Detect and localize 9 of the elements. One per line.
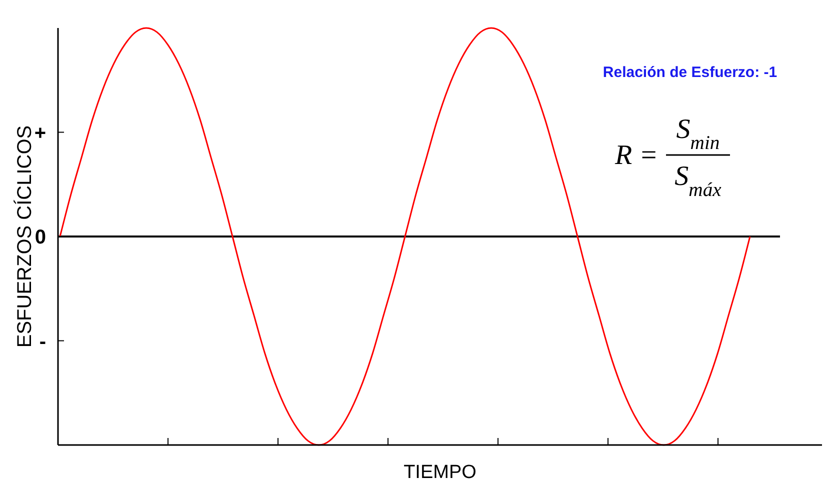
- x-axis-title: TIEMPO: [404, 462, 476, 483]
- text: -: [39, 330, 46, 353]
- text: +: [34, 122, 46, 144]
- annotation: R =: [614, 140, 658, 171]
- y-axis-title: ESFUERZOS CÍCLICOS: [13, 125, 36, 348]
- annotation: S$_{min}$: [676, 114, 720, 154]
- text: 0: [34, 226, 46, 248]
- annotation: Relación de Esfuerzo: -1: [602, 64, 778, 81]
- annotation: S$_{máx}$: [674, 161, 722, 200]
